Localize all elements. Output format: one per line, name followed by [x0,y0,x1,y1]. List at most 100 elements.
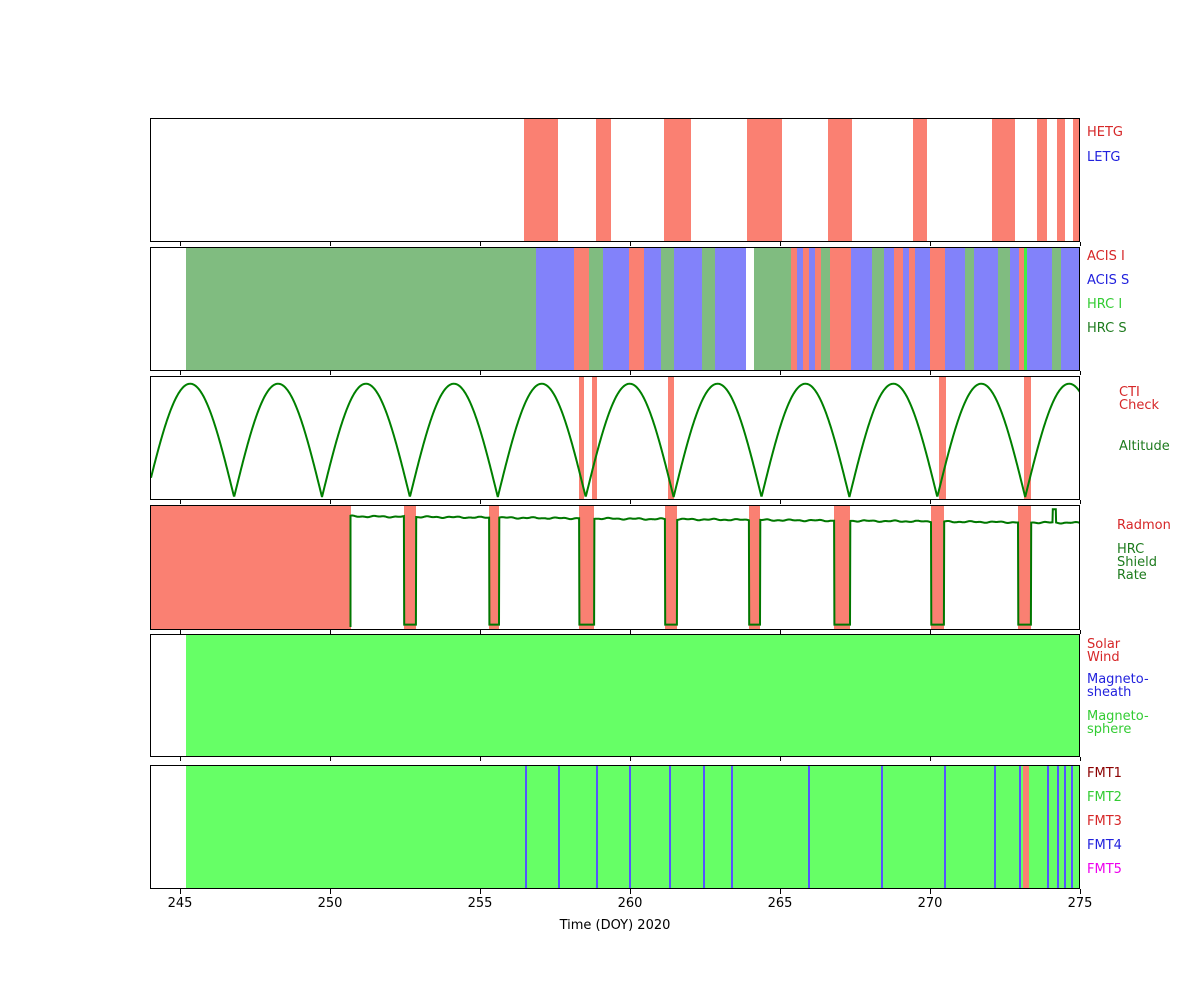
interval-cti-altitude-cti-check [667,377,674,499]
panel-geospace-regions [150,634,1080,757]
mark-telemetry-formats-fmt4 [994,766,996,888]
x-tick [930,889,931,894]
legend-label-radmon: Radmon [1117,518,1171,533]
x-tick [180,757,181,761]
interval-science-instruments-acis-i [829,248,851,370]
x-tick [1080,889,1081,894]
mark-telemetry-formats-fmt4 [669,766,672,888]
mark-telemetry-formats-fmt4 [703,766,705,888]
interval-science-instruments-hrc-s [964,248,974,370]
interval-science-instruments-acis-s [808,248,815,370]
panel-telemetry-formats [150,765,1080,889]
interval-science-instruments-acis-s [1027,248,1052,370]
x-tick [480,757,481,761]
interval-science-instruments-acis-s [603,248,629,370]
x-tick [1080,371,1081,375]
interval-radmon-shield-radmon [579,506,595,629]
x-tick-label: 270 [917,896,943,911]
legend-label-acis-s: ACIS S [1087,273,1130,288]
interval-science-instruments-acis-s [850,248,872,370]
legend-label-fmt5: FMT5 [1087,862,1122,877]
interval-science-instruments-acis-i [909,248,916,370]
interval-science-instruments-acis-i [802,248,809,370]
legend-label-fmt4: FMT4 [1087,838,1122,853]
interval-radmon-shield-radmon [489,506,499,629]
x-tick [480,371,481,375]
x-tick [330,500,331,504]
x-tick [330,630,331,634]
interval-science-instruments-acis-s [673,248,703,370]
interval-cti-altitude-cti-check [592,377,598,499]
x-tick [930,757,931,761]
mark-telemetry-formats-fmt4 [1063,766,1066,888]
x-tick [330,371,331,375]
x-tick [480,889,481,894]
interval-science-instruments-hrc-s [871,248,884,370]
interval-gratings-hetg [595,119,611,241]
interval-science-instruments-hrc-i [1024,248,1027,370]
legend-label-altitude: Altitude [1119,439,1170,454]
x-tick [780,630,781,634]
interval-science-instruments-acis-s [535,248,574,370]
mark-telemetry-formats-fmt4 [943,766,946,888]
interval-radmon-shield-radmon [403,506,416,629]
x-tick [180,889,181,894]
legend-label-hrc-shield-rate: HRC Shield Rate [1117,542,1157,583]
x-tick [180,242,181,246]
interval-gratings-hetg [991,119,1015,241]
interval-science-instruments-acis-s [1060,248,1079,370]
x-tick [630,500,631,504]
interval-gratings-hetg [1036,119,1048,241]
interval-science-instruments-hrc-s [702,248,715,370]
interval-science-instruments-acis-i [574,248,589,370]
mark-telemetry-formats-fmt4 [628,766,631,888]
interval-science-instruments-acis-i [814,248,821,370]
legend-label-fmt2: FMT2 [1087,790,1122,805]
interval-science-instruments-acis-i [1018,248,1024,370]
x-tick [630,371,631,375]
x-tick-label: 260 [617,896,643,911]
x-tick [1080,757,1081,761]
x-tick [780,889,781,894]
interval-science-instruments-acis-i [894,248,904,370]
altitude-curve [151,382,1079,498]
interval-science-instruments-acis-i [790,248,797,370]
mark-telemetry-formats-fmt4 [595,766,598,888]
x-tick [930,500,931,504]
interval-science-instruments-hrc-s [754,248,791,370]
hrc-shield-rate-curve [349,508,1079,627]
interval-geospace-regions-magneto-sphere [185,635,1079,756]
legend-label-hetg: HETG [1087,125,1124,140]
interval-radmon-shield-radmon [834,506,850,629]
interval-radmon-shield-radmon [1018,506,1031,629]
interval-science-instruments-acis-s [883,248,895,370]
interval-radmon-shield-radmon [664,506,677,629]
x-tick [330,889,331,894]
legend-label-magneto-sphere: Magneto- sphere [1087,709,1149,737]
x-tick [480,500,481,504]
legend-label-cti-check: CTI Check [1119,385,1159,413]
mark-telemetry-formats-fmt4 [730,766,733,888]
legend-label-fmt3: FMT3 [1087,814,1122,829]
interval-science-instruments-hrc-s [186,248,536,370]
legend-label-magneto-sheath: Magneto- sheath [1087,672,1149,700]
interval-gratings-hetg [747,119,782,241]
interval-science-instruments-acis-s [973,248,998,370]
x-tick [330,757,331,761]
x-tick [480,242,481,246]
interval-gratings-hetg [913,119,928,241]
x-tick [930,630,931,634]
x-tick [630,889,631,894]
interval-cti-altitude-cti-check [939,377,946,499]
interval-radmon-shield-radmon [931,506,944,629]
x-tick [780,500,781,504]
legend-label-letg: LETG [1087,150,1121,165]
mark-telemetry-formats-fmt4 [880,766,883,888]
panel-radmon-shield [150,505,1080,630]
interval-science-instruments-acis-s [643,248,661,370]
interval-science-instruments-acis-s [903,248,910,370]
interval-science-instruments-acis-s [796,248,803,370]
interval-gratings-hetg [1057,119,1066,241]
x-tick [780,757,781,761]
x-tick [930,371,931,375]
